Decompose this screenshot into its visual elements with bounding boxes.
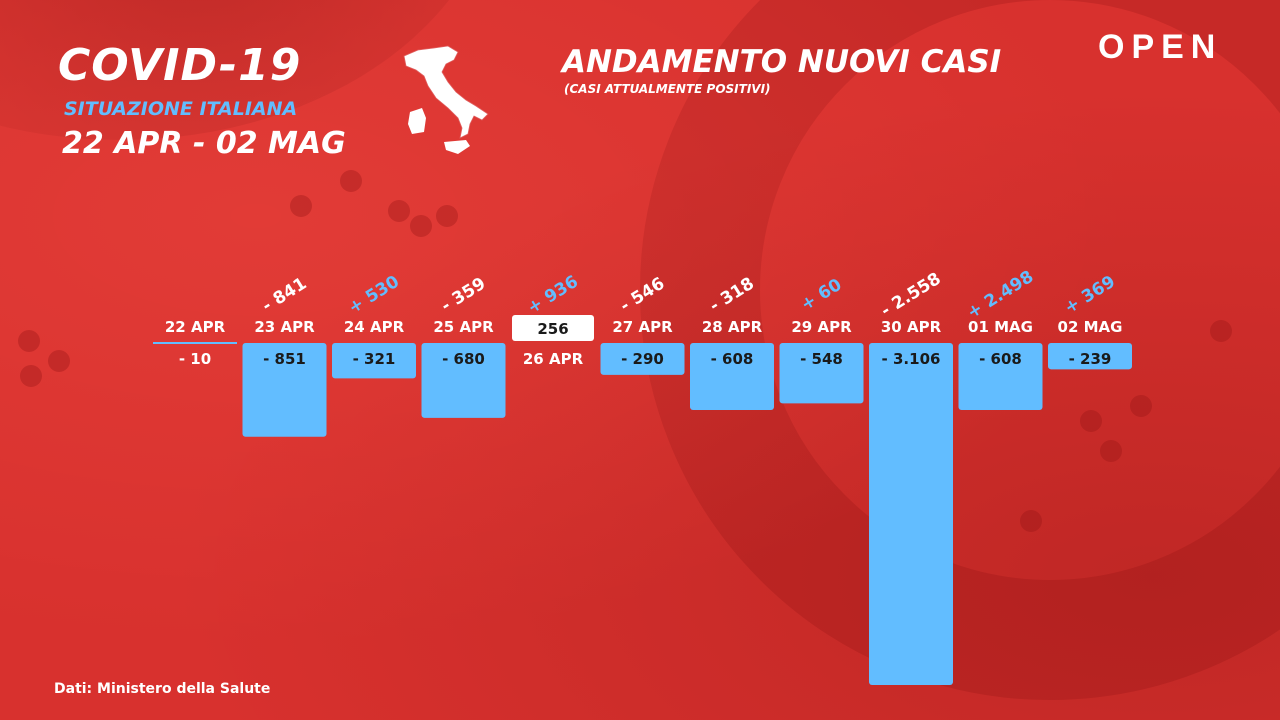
main-title: COVID-19 (58, 40, 302, 91)
date-label: 23 APR (254, 318, 315, 336)
value-label: - 321 (353, 350, 396, 368)
bar (779, 343, 864, 404)
delta-label: + 530 (345, 272, 403, 319)
open-logo: OPEN (1098, 28, 1223, 66)
value-label: - 3.106 (882, 350, 941, 368)
value-label: - 851 (263, 350, 306, 368)
date-range: 22 APR - 02 MAG (62, 126, 346, 161)
bar (869, 343, 953, 685)
bar (1048, 343, 1132, 370)
italy-map-icon (403, 45, 489, 154)
value-label: - 608 (711, 350, 754, 368)
delta-label: - 841 (259, 274, 311, 317)
delta-label: - 318 (706, 274, 758, 317)
delta-label: - 359 (438, 274, 490, 317)
value-label: - 680 (442, 350, 485, 368)
data-source: Dati: Ministero della Salute (54, 681, 271, 697)
bar (332, 343, 416, 379)
delta-label: + 936 (524, 272, 582, 318)
date-label: 28 APR (702, 318, 763, 336)
bar (242, 343, 327, 437)
subtitle: SITUAZIONE ITALIANA (64, 98, 298, 120)
delta-label: + 60 (798, 275, 846, 315)
date-label: 01 MAG (968, 318, 1033, 336)
chart-subtitle: (CASI ATTUALMENTE POSITIVI) (564, 82, 771, 96)
date-label: 25 APR (433, 318, 494, 336)
bar (600, 343, 685, 375)
date-label: 30 APR (881, 318, 942, 336)
delta-label: - 546 (617, 274, 669, 317)
value-label: 256 (537, 320, 568, 338)
date-label: 22 APR (165, 318, 226, 336)
bar (421, 343, 506, 418)
value-label: - 608 (979, 350, 1022, 368)
date-label: 27 APR (612, 318, 673, 336)
bar-positive (512, 315, 594, 341)
delta-label: - 2.558 (877, 269, 944, 321)
value-label: - 239 (1069, 350, 1112, 368)
bar (690, 343, 774, 410)
chart-title: ANDAMENTO NUOVI CASI (562, 44, 1002, 80)
delta-label: + 369 (1061, 272, 1119, 318)
value-label: - 290 (621, 350, 664, 368)
date-label: 26 APR (523, 350, 584, 368)
date-label: 29 APR (791, 318, 852, 336)
date-label: 02 MAG (1058, 318, 1123, 336)
bar (958, 343, 1043, 410)
value-label: - 10 (179, 350, 211, 368)
date-label: 24 APR (344, 318, 405, 336)
value-label: - 548 (800, 350, 843, 368)
delta-label: + 2.498 (964, 267, 1037, 323)
